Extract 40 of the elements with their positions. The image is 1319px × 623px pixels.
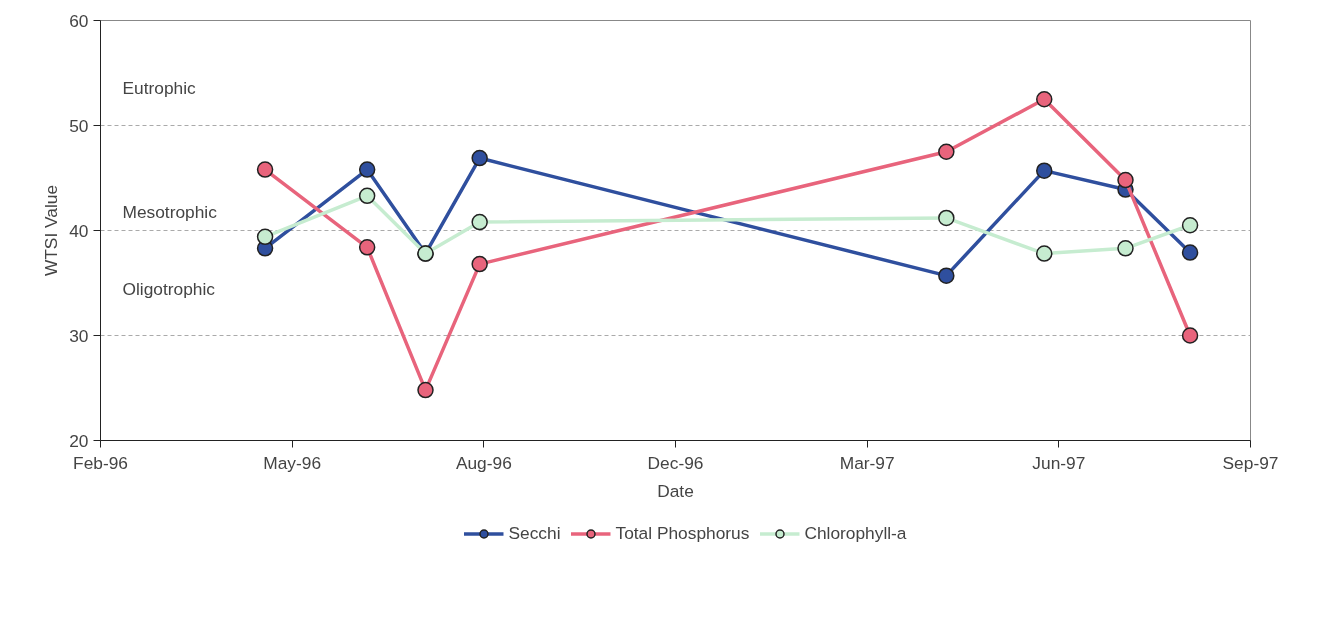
y-tick-label: 40 <box>69 220 89 241</box>
x-tick-label: Jun-97 <box>1032 452 1086 473</box>
x-tick-label: Dec-96 <box>647 452 704 473</box>
annotation: Oligotrophic <box>122 279 216 300</box>
point <box>471 255 488 273</box>
point <box>256 161 274 178</box>
legend-label: Secchi <box>508 522 561 544</box>
y-axis-title: WTSI Value <box>41 184 62 277</box>
point <box>471 149 488 167</box>
x-tick-label: Feb-96 <box>73 452 128 473</box>
point <box>358 239 376 256</box>
point <box>1036 91 1053 108</box>
y-tick-label: 50 <box>69 115 89 136</box>
point <box>471 213 488 231</box>
point <box>1181 217 1199 234</box>
point <box>256 228 274 246</box>
legend-label: Chlorophyll-a <box>804 522 907 544</box>
annotation: Eutrophic <box>122 77 197 98</box>
annotation: Mesotrophic <box>122 201 218 222</box>
x-tick-label: Aug-96 <box>455 452 512 473</box>
x-tick-label: May-96 <box>263 452 322 473</box>
point <box>938 267 955 284</box>
point <box>1117 171 1134 189</box>
point <box>1117 240 1134 257</box>
point <box>1181 327 1199 344</box>
point <box>358 187 376 205</box>
y-tick-label: 20 <box>69 430 89 451</box>
point <box>1181 244 1199 261</box>
x-axis-title: Date <box>657 480 694 501</box>
y-tick-label: 30 <box>69 325 89 346</box>
point <box>938 143 955 160</box>
point <box>1036 245 1053 262</box>
point <box>358 161 376 178</box>
point <box>938 209 955 227</box>
point <box>1036 162 1053 179</box>
legend-label: Total Phosphorus <box>615 522 750 544</box>
point <box>417 381 434 399</box>
x-tick-label: Sep-97 <box>1222 452 1279 473</box>
x-tick-label: Mar-97 <box>839 452 895 473</box>
y-tick-label: 60 <box>69 10 89 31</box>
